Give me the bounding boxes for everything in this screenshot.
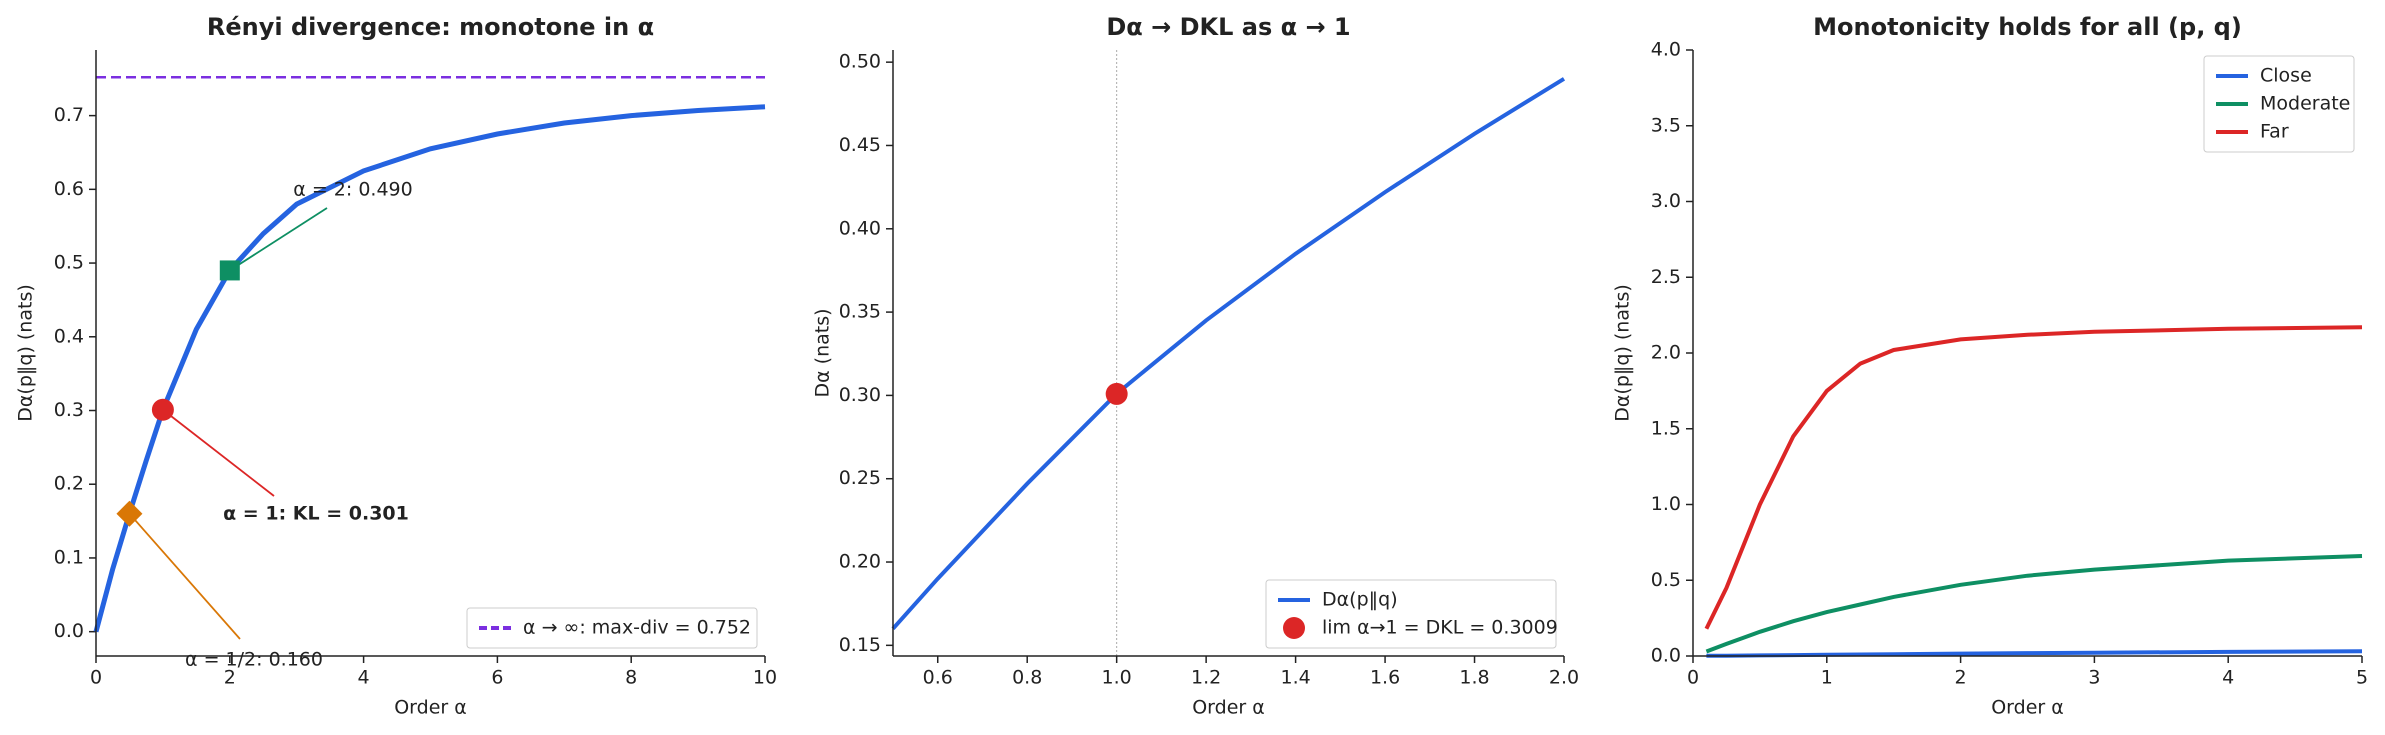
series-line bbox=[93, 104, 766, 633]
y-tick-label: 1.5 bbox=[1651, 417, 1681, 439]
x-tick-label: 0 bbox=[1687, 667, 1699, 689]
y-tick-label: 0.3 bbox=[54, 399, 84, 421]
chart-title: Dα → DKL as α → 1 bbox=[1106, 13, 1350, 41]
series-line bbox=[1706, 649, 2363, 658]
y-tick-label: 0.40 bbox=[839, 217, 881, 239]
x-tick-label: 5 bbox=[2356, 667, 2368, 689]
annotation-arrow bbox=[128, 513, 241, 640]
y-tick-label: 1.0 bbox=[1651, 493, 1681, 515]
x-tick-label: 1.8 bbox=[1459, 667, 1489, 689]
chart-title: Monotonicity holds for all (p, q) bbox=[1813, 13, 2242, 41]
legend-box bbox=[1265, 579, 1557, 649]
x-tick-label: 1 bbox=[1821, 667, 1833, 689]
x-tick-label: 4 bbox=[358, 667, 370, 689]
x-axis-label: Order α bbox=[1192, 697, 1265, 719]
y-tick-label: 0.50 bbox=[839, 51, 881, 73]
x-tick-label: 1.4 bbox=[1280, 667, 1310, 689]
point-marker bbox=[151, 398, 174, 421]
x-tick-label: 6 bbox=[491, 667, 503, 689]
legend-label: α → ∞: max-div = 0.752 bbox=[523, 617, 751, 639]
y-tick-label: 0.45 bbox=[839, 134, 881, 156]
y-tick-label: 0.1 bbox=[54, 546, 84, 568]
chart-title: Rényi divergence: monotone in α bbox=[207, 13, 654, 41]
y-tick-label: 3.5 bbox=[1651, 114, 1681, 136]
x-tick-label: 3 bbox=[2088, 667, 2100, 689]
legend-label: Close bbox=[2260, 65, 2312, 87]
annotation: α = 1/2: 0.160 bbox=[185, 649, 323, 671]
legend-label: lim α→1 = DKL = 0.3009 bbox=[1322, 617, 1558, 639]
x-tick-label: 1.6 bbox=[1370, 667, 1400, 689]
x-tick-label: 2 bbox=[224, 667, 236, 689]
legend-label: Far bbox=[2260, 121, 2289, 143]
y-tick-label: 0.5 bbox=[1651, 569, 1681, 591]
legend-marker bbox=[1283, 617, 1305, 639]
x-tick-label: 0 bbox=[90, 667, 102, 689]
point-marker bbox=[116, 500, 143, 527]
y-tick-label: 0.0 bbox=[1651, 645, 1681, 667]
x-tick-label: 4 bbox=[2222, 667, 2234, 689]
y-tick-label: 0.4 bbox=[54, 325, 84, 347]
y-tick-label: 2.0 bbox=[1651, 342, 1681, 364]
y-tick-label: 2.5 bbox=[1651, 266, 1681, 288]
annotation: α = 1: KL = 0.301 bbox=[223, 503, 409, 525]
x-tick-label: 8 bbox=[625, 667, 637, 689]
legend-label: Dα(p‖q) bbox=[1322, 589, 1398, 611]
series-line bbox=[891, 77, 1566, 631]
y-tick-label: 3.0 bbox=[1651, 190, 1681, 212]
point-marker bbox=[1105, 382, 1128, 405]
y-tick-label: 0.5 bbox=[54, 252, 84, 274]
x-tick-label: 10 bbox=[753, 667, 777, 689]
x-tick-label: 1.2 bbox=[1191, 667, 1221, 689]
y-tick-label: 0.30 bbox=[839, 384, 881, 406]
x-tick-label: 0.6 bbox=[923, 667, 953, 689]
annotation-arrow bbox=[162, 409, 275, 497]
y-axis-label: Dα(p‖q) (nats) bbox=[1612, 284, 1634, 422]
point-marker bbox=[219, 260, 240, 281]
y-tick-label: 0.2 bbox=[54, 473, 84, 495]
legend-label: Moderate bbox=[2260, 93, 2350, 115]
legend-box bbox=[2203, 55, 2355, 153]
y-tick-label: 0.35 bbox=[839, 301, 881, 323]
x-axis-label: Order α bbox=[394, 697, 467, 719]
x-tick-label: 1.0 bbox=[1102, 667, 1132, 689]
y-tick-label: 0.6 bbox=[54, 178, 84, 200]
y-tick-label: 4.0 bbox=[1651, 39, 1681, 61]
x-tick-label: 0.8 bbox=[1012, 667, 1042, 689]
x-tick-label: 2 bbox=[1955, 667, 1967, 689]
y-tick-label: 0.15 bbox=[839, 634, 881, 656]
annotation: α = 2: 0.490 bbox=[293, 179, 412, 201]
series-line bbox=[1705, 554, 2363, 654]
y-tick-label: 0.7 bbox=[54, 104, 84, 126]
y-axis-label: Dα(p‖q) (nats) bbox=[15, 284, 37, 422]
x-tick-label: 2.0 bbox=[1549, 667, 1579, 689]
y-tick-label: 0.20 bbox=[839, 551, 881, 573]
legend-box bbox=[466, 607, 758, 649]
series-line bbox=[1704, 325, 2363, 630]
annotation-arrow bbox=[229, 207, 328, 272]
y-tick-label: 0.25 bbox=[839, 467, 881, 489]
x-axis-label: Order α bbox=[1991, 697, 2064, 719]
y-tick-label: 0.0 bbox=[54, 620, 84, 642]
y-axis-label: Dα (nats) bbox=[812, 308, 834, 397]
